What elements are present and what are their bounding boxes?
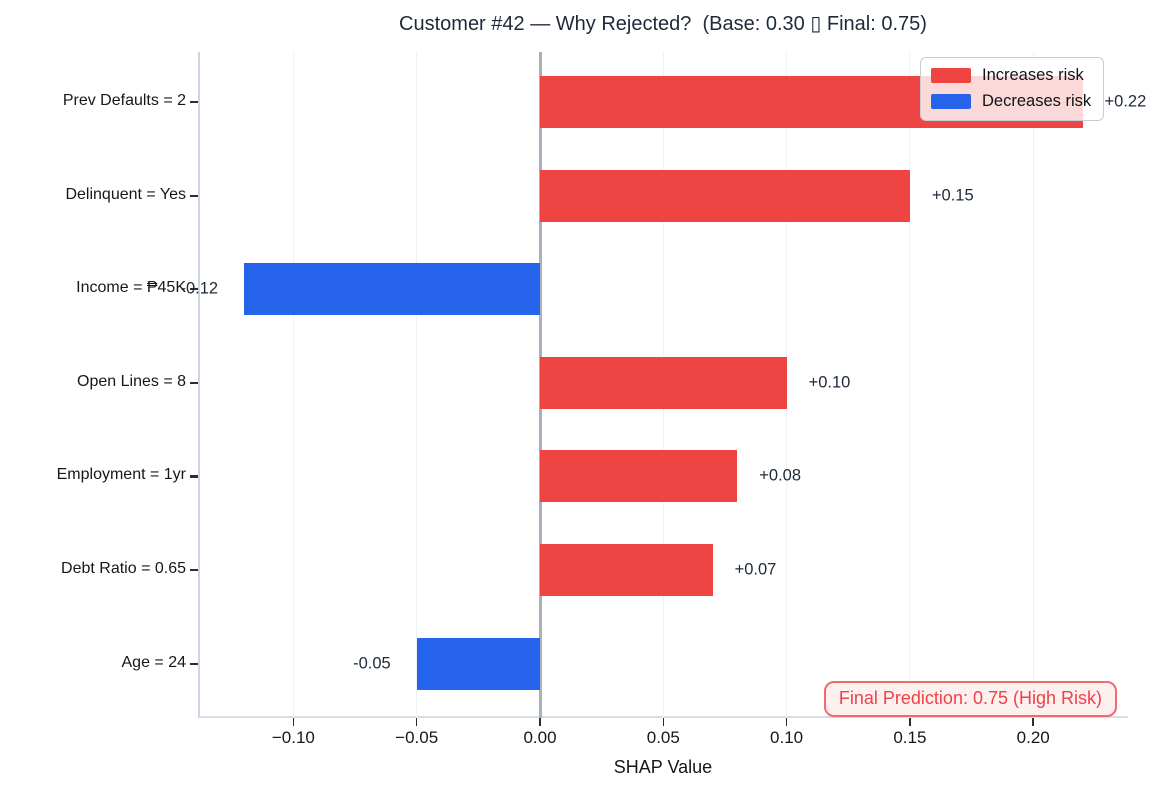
x-tick-label: 0.00 xyxy=(523,728,557,747)
x-tick-mark xyxy=(539,718,541,726)
legend-label-decreases: Decreases risk xyxy=(982,92,1092,110)
legend: Increases risk Decreases risk xyxy=(920,57,1105,121)
x-tick-mark xyxy=(662,718,665,726)
y-tick-mark xyxy=(190,288,198,291)
bar-value-label: +0.15 xyxy=(931,186,974,205)
grid-line xyxy=(786,52,788,718)
grid-line xyxy=(416,52,418,718)
chart-title: Customer #42 — Why Rejected? (Base: 0.30… xyxy=(399,13,927,35)
x-tick-mark xyxy=(1032,718,1034,726)
shap-bar xyxy=(540,450,738,503)
grid-line xyxy=(1032,52,1034,718)
bar-value-label: +0.10 xyxy=(808,373,851,392)
bar-value-label: -0.12 xyxy=(180,279,219,298)
y-category-label: Employment = 1yr xyxy=(56,466,186,484)
x-tick-mark xyxy=(415,718,418,726)
y-category-label: Income = ₱45K xyxy=(76,279,186,297)
decreases-risk-swatch xyxy=(931,94,971,109)
bar-value-label: +0.22 xyxy=(1104,92,1147,111)
y-tick-mark xyxy=(190,662,198,665)
shap-bar xyxy=(540,544,713,596)
legend-label-increases: Increases risk xyxy=(982,66,1084,84)
increases-risk-swatch xyxy=(931,68,971,83)
x-tick-label: −0.05 xyxy=(395,728,439,747)
x-tick-label: 0.15 xyxy=(893,728,927,747)
x-tick-mark xyxy=(292,718,295,726)
grid-line xyxy=(292,52,294,718)
y-category-label: Delinquent = Yes xyxy=(65,185,186,203)
x-tick-label: 0.10 xyxy=(770,728,804,747)
shap-bar xyxy=(244,263,540,316)
y-tick-mark xyxy=(190,475,198,478)
y-tick-mark xyxy=(190,101,198,104)
x-tick-label: 0.20 xyxy=(1016,728,1050,747)
y-category-label: Age = 24 xyxy=(121,653,187,671)
legend-entry-increases: Increases risk xyxy=(931,66,1091,85)
y-tick-mark xyxy=(190,569,198,572)
y-category-label: Prev Defaults = 2 xyxy=(62,92,186,109)
y-category-label: Debt Ratio = 0.65 xyxy=(61,560,186,577)
bar-value-label: -0.05 xyxy=(353,654,391,673)
x-tick-label: −0.10 xyxy=(271,728,315,747)
bar-value-label: +0.08 xyxy=(759,466,802,485)
shap-bar xyxy=(540,356,787,409)
x-axis-label: SHAP Value xyxy=(613,757,713,777)
shap-bar xyxy=(540,169,910,222)
final-prediction-annotation: Final Prediction: 0.75 (High Risk) xyxy=(823,681,1117,717)
shap-bar xyxy=(416,637,540,690)
legend-entry-decreases: Decreases risk xyxy=(931,92,1091,111)
y-category-label: Open Lines = 8 xyxy=(77,372,186,390)
x-tick-mark xyxy=(909,718,911,726)
grid-line xyxy=(909,52,911,718)
x-tick-label: 0.05 xyxy=(646,728,680,747)
bar-value-label: +0.07 xyxy=(734,560,777,579)
y-tick-mark xyxy=(190,381,198,384)
y-tick-mark xyxy=(190,194,198,197)
x-tick-mark xyxy=(785,718,788,726)
